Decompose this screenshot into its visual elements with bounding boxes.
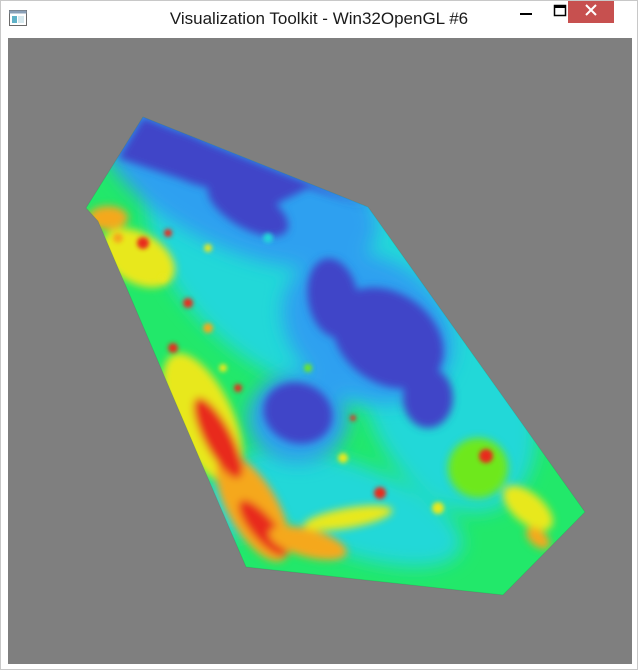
- minimize-icon: [519, 4, 533, 23]
- title-bar[interactable]: Visualization Toolkit - Win32OpenGL #6: [1, 1, 637, 37]
- vtk-app-icon[interactable]: [9, 10, 27, 26]
- render-canvas[interactable]: [8, 38, 632, 664]
- minimize-button[interactable]: [509, 1, 543, 25]
- scalar-surface: [86, 117, 585, 595]
- close-icon: [584, 3, 598, 22]
- surface-outline: [85, 116, 586, 596]
- close-button[interactable]: [568, 1, 614, 23]
- window-title: Visualization Toolkit - Win32OpenGL #6: [169, 9, 469, 28]
- maximize-button[interactable]: [543, 1, 577, 25]
- maximize-icon: [553, 4, 567, 23]
- render-viewport[interactable]: [8, 38, 632, 664]
